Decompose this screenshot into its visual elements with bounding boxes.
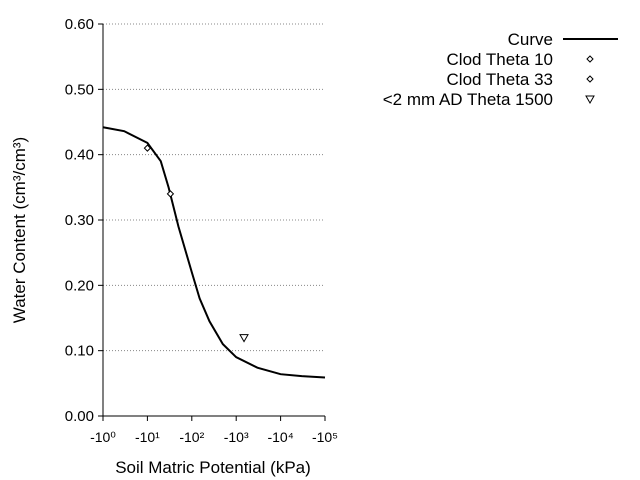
y-tick-label: 0.30 [65,212,94,229]
y-tick-label: 0.50 [65,81,94,98]
y-tick-label: 0.00 [65,408,94,425]
legend-label: Clod Theta 10 [447,50,553,69]
curve [102,126,326,379]
legend-marker [586,55,594,63]
data-point [143,144,152,152]
data-point [166,190,175,198]
legend-label: Clod Theta 33 [447,70,553,89]
y-tick-label: 0.20 [65,277,94,294]
legend-label: Curve [508,30,553,49]
x-tick-label: -10¹ [135,429,160,445]
y-tick-label: 0.40 [65,147,94,164]
x-tick-label: -10³ [224,429,249,445]
y-tick-label: 0.10 [65,343,94,360]
x-tick-label: -10⁰ [90,429,116,445]
data-point [239,334,249,343]
x-axis-title: Soil Matric Potential (kPa) [115,458,311,477]
y-axis-title: Water Content (cm³/cm³) [10,137,29,323]
x-tick-label: -10² [179,429,204,445]
legend-label: <2 mm AD Theta 1500 [383,90,553,109]
x-tick-label: -10⁴ [267,429,293,445]
legend-marker [586,75,594,83]
x-tick-label: -10⁵ [312,429,338,445]
y-tick-label: 0.60 [65,16,94,33]
legend-marker [585,95,595,105]
